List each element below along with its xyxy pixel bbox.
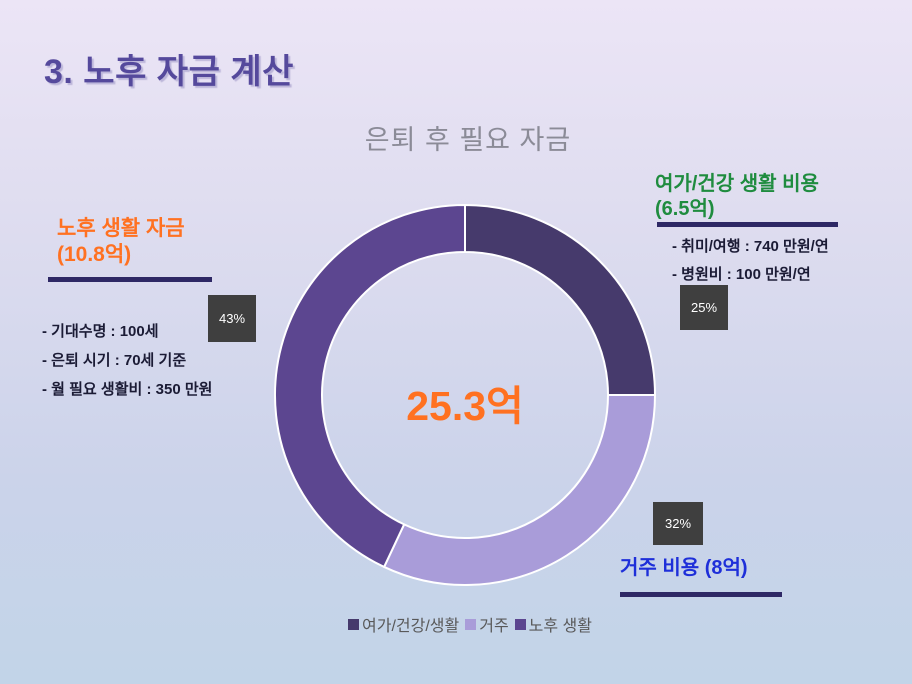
annotation-left-bullets: - 기대수명 : 100세 - 은퇴 시기 : 70세 기준 - 월 필요 생활… [42, 317, 212, 404]
legend-label: 여가/건강/생활 [362, 618, 460, 635]
legend-swatch-icon [348, 618, 359, 630]
donut-slice-2 [274, 204, 466, 568]
donut-chart [274, 204, 656, 586]
bullet-item: - 병원비 : 100 만원/연 [672, 266, 811, 283]
annotation-topright-title-line2: (6.5억) [655, 198, 715, 220]
data-label-leisure: 25% [680, 285, 728, 330]
annotation-left-title: 노후 생활 자금 (10.8억) [57, 216, 185, 269]
bullet-item: - 취미/여행 : 740 만원/연 [672, 238, 829, 255]
chart-legend: 여가/건강/생활 거주 노후 생활 [270, 612, 670, 636]
legend-label: 노후 생활 [528, 618, 592, 635]
data-label-nohu: 43% [208, 295, 256, 342]
annotation-left-title-line2: (10.8억) [57, 243, 132, 267]
legend-item: 노후 생활 [514, 612, 592, 636]
slide-title: 3. 노후 자금 계산 [44, 53, 294, 91]
donut-center-total: 25.3억 [406, 383, 524, 429]
annotation-topright-underline [657, 222, 838, 227]
annotation-topright-title: 여가/건강 생활 비용 (6.5억) [655, 172, 819, 222]
legend-swatch-icon [514, 618, 526, 630]
chart-title: 은퇴 후 필요 자금 [364, 125, 572, 155]
annotation-left-underline [48, 277, 212, 282]
legend-item: 여가/건강/생활 [348, 612, 459, 636]
annotation-left-title-line1: 노후 생활 자금 [57, 217, 185, 240]
annotation-bottomright-title: 거주 비용 (8억) [620, 557, 748, 579]
donut-slice-1 [383, 394, 656, 586]
bullet-item: - 은퇴 시기 : 70세 기준 [42, 352, 187, 369]
bullet-item: - 월 필요 생활비 : 350 만원 [42, 381, 213, 398]
annotation-bottomright-underline [620, 592, 782, 597]
legend-label: 거주 [479, 618, 509, 635]
annotation-topright-title-line1: 여가/건강 생활 비용 [655, 173, 819, 195]
legend-swatch-icon [465, 618, 477, 630]
annotation-topright-bullets: - 취미/여행 : 740 만원/연 - 병원비 : 100 만원/연 [672, 233, 829, 289]
donut-slice-0 [464, 204, 656, 396]
data-label-housing: 32% [653, 502, 703, 545]
bullet-item: - 기대수명 : 100세 [42, 323, 159, 340]
legend-item: 거주 [465, 612, 509, 636]
